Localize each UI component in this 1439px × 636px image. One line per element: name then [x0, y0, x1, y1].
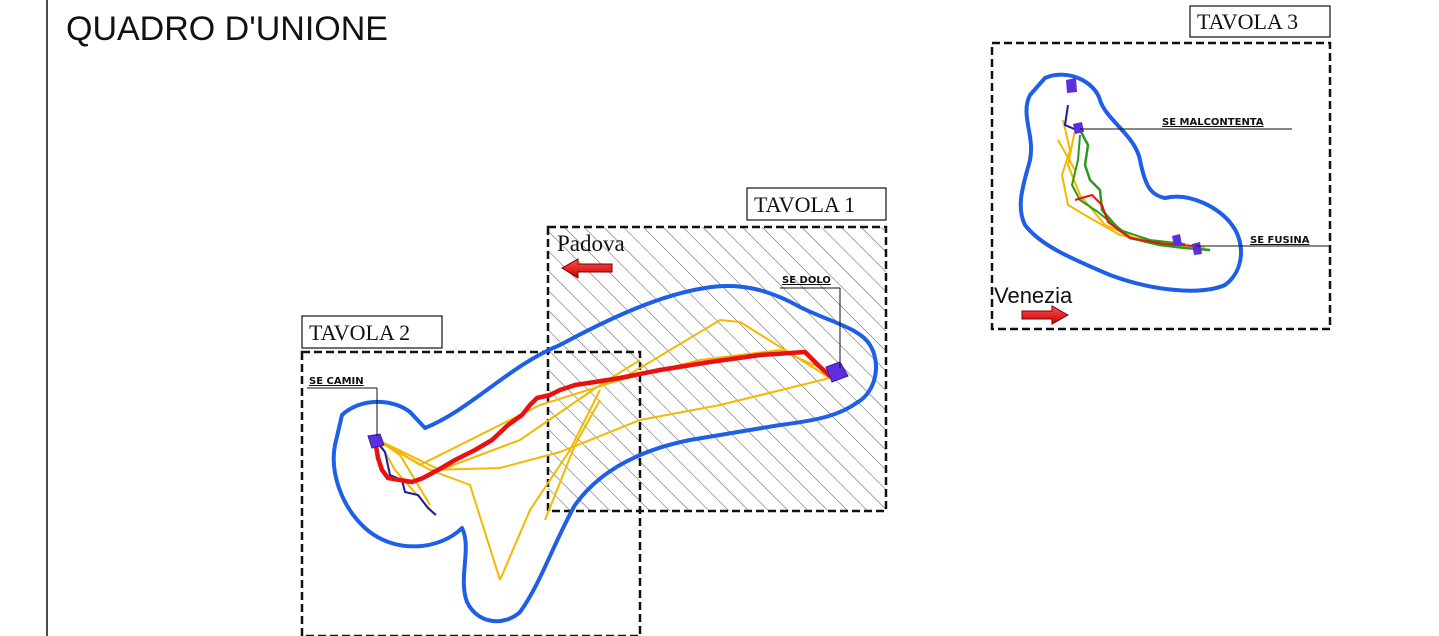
tavola-3-label: TAVOLA 3	[1197, 9, 1298, 34]
primary-route-camin-dolo	[372, 349, 833, 485]
padova-label: Padova	[557, 231, 625, 256]
venezia-corridor-buffer	[1018, 72, 1244, 293]
tavola-3-area	[990, 41, 1332, 331]
se-fusina-label: SE FUSINA	[1250, 235, 1310, 246]
tavola-1-label-box	[746, 187, 887, 221]
venezia-primary-route	[1074, 193, 1196, 247]
tavola-3-label-box	[1189, 5, 1331, 38]
green-route-alt	[1070, 134, 1186, 245]
se-fusina-marker	[1172, 234, 1182, 246]
se-camin-label: SE CAMIN	[309, 376, 364, 387]
tavola-2-label: TAVOLA 2	[309, 320, 410, 345]
se-dolo-label: SE DOLO	[782, 275, 831, 286]
se-fusina-marker-2	[1192, 242, 1202, 255]
tavola-2-label-box	[301, 315, 443, 349]
venezia-label: Venezia	[994, 283, 1073, 308]
tavola-2-area	[300, 350, 642, 636]
padova-arrow-icon	[561, 258, 613, 279]
venezia-arrow-icon	[1021, 305, 1070, 325]
se-camin-marker	[367, 433, 385, 449]
se-malcontenta-marker	[1066, 78, 1077, 93]
green-route-malcontenta-fusina	[1078, 129, 1211, 252]
se-malcontenta-marker-2	[1073, 122, 1084, 134]
tavola-1-label: TAVOLA 1	[754, 192, 855, 217]
map-title: QUADRO D'UNIONE	[66, 10, 388, 48]
se-malcontenta-label: SE MALCONTENTA	[1162, 117, 1264, 128]
existing-line-camin	[374, 439, 437, 516]
se-dolo-marker	[825, 361, 849, 383]
main-corridor-buffer	[331, 284, 878, 624]
